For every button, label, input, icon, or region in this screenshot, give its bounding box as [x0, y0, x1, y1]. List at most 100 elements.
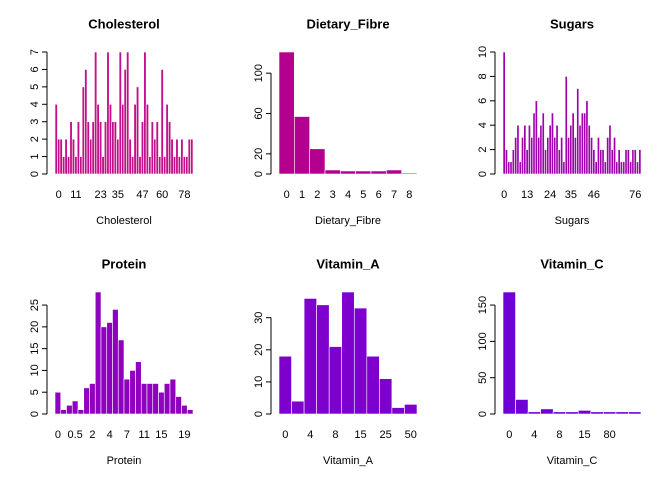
- y-tick-label: 150: [477, 296, 489, 314]
- bar: [638, 149, 642, 175]
- y-tick-label: 4: [477, 122, 489, 128]
- bar: [309, 148, 326, 175]
- bar: [560, 137, 564, 175]
- bar: [190, 138, 194, 175]
- bar: [136, 86, 140, 175]
- x-tick-label: 6: [376, 189, 382, 201]
- bar: [615, 161, 619, 175]
- bar: [573, 137, 577, 175]
- bar: [370, 170, 387, 175]
- chart-title: Vitamin_C: [540, 256, 604, 271]
- bar: [69, 121, 73, 175]
- bar: [619, 161, 623, 175]
- bar: [71, 138, 76, 175]
- bar: [502, 51, 506, 175]
- x-tick-label: 35: [565, 189, 577, 201]
- bar: [353, 307, 368, 415]
- y-tick-label: 2: [477, 147, 489, 153]
- bar: [629, 161, 633, 175]
- y-tick-label: 100: [253, 64, 265, 82]
- bar: [140, 383, 148, 415]
- y-tick-label: 0: [477, 411, 489, 417]
- bar: [62, 156, 66, 175]
- bar: [57, 138, 61, 175]
- bar: [278, 51, 295, 175]
- bar: [590, 137, 594, 175]
- bar: [84, 69, 88, 175]
- bar: [106, 322, 113, 415]
- y-tick-label: 50: [477, 372, 489, 384]
- bar: [624, 149, 628, 175]
- y-tick-label: 3: [29, 119, 41, 125]
- chart-title: Sugars: [550, 16, 594, 31]
- bar: [74, 156, 78, 175]
- bar: [131, 156, 135, 175]
- bar: [606, 137, 610, 175]
- bar: [100, 326, 108, 415]
- y-tick-label: 5: [29, 84, 41, 90]
- bar: [101, 156, 105, 175]
- bar: [106, 51, 110, 175]
- x-tick-label: 15: [578, 429, 590, 441]
- bar: [172, 156, 177, 175]
- chart-title: Vitamin_A: [316, 256, 380, 271]
- bar: [626, 149, 630, 175]
- y-tick-label: 10: [253, 376, 265, 388]
- y-tick-label: 15: [29, 343, 41, 355]
- bar: [81, 86, 85, 175]
- bar: [278, 355, 292, 415]
- bar: [175, 396, 182, 415]
- x-tick-label: 13: [521, 189, 533, 201]
- bar: [316, 304, 330, 415]
- bar: [94, 51, 98, 175]
- bar: [550, 112, 554, 175]
- bar: [152, 383, 159, 415]
- x-tick-label: 7: [391, 189, 397, 201]
- bar: [150, 121, 154, 175]
- bar: [564, 76, 568, 175]
- bar: [181, 404, 188, 415]
- bar: [571, 112, 575, 175]
- bar: [175, 138, 179, 175]
- bar: [628, 411, 642, 415]
- x-tick-label: 46: [588, 189, 600, 201]
- bar: [576, 88, 580, 175]
- bar: [514, 137, 518, 175]
- bar: [578, 124, 582, 175]
- x-tick-label: 19: [178, 429, 190, 441]
- bar: [328, 346, 343, 415]
- x-tick-label: 0: [56, 189, 62, 201]
- bar: [596, 137, 600, 175]
- bar: [525, 149, 529, 175]
- bar: [511, 149, 515, 175]
- bar: [391, 407, 405, 415]
- x-tick-label: 2: [314, 189, 320, 201]
- x-tick-label: 5: [360, 189, 366, 201]
- bar: [186, 409, 194, 415]
- bar: [583, 112, 587, 175]
- bar: [610, 149, 614, 175]
- x-tick-label: 25: [380, 429, 392, 441]
- bar: [548, 124, 552, 175]
- bar: [546, 137, 550, 175]
- bar: [587, 124, 591, 175]
- x-tick-label: 15: [354, 429, 366, 441]
- bar: [603, 411, 617, 415]
- bar: [386, 169, 402, 175]
- bar: [594, 161, 598, 175]
- bar: [138, 156, 142, 175]
- y-tick-label: 0: [477, 171, 489, 177]
- bar: [341, 291, 355, 415]
- bar: [108, 103, 112, 175]
- bar: [99, 121, 103, 175]
- bar: [60, 409, 67, 415]
- x-tick-label: 11: [138, 429, 149, 441]
- bar: [530, 137, 534, 175]
- chart-title: Cholesterol: [88, 16, 160, 31]
- bar: [177, 156, 181, 175]
- bar: [601, 149, 605, 175]
- bar: [577, 410, 592, 415]
- bar: [76, 121, 80, 175]
- bar: [340, 170, 356, 175]
- x-tick-label: 35: [112, 189, 124, 201]
